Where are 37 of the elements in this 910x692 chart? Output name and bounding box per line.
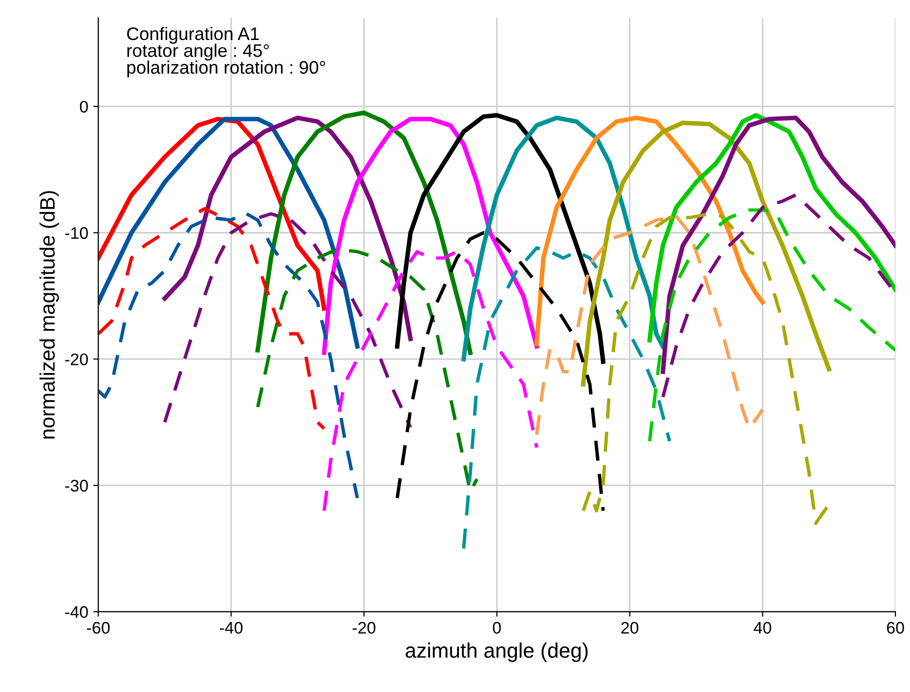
y-axis-title: normalized magnitude (dB) xyxy=(39,191,59,439)
x-tick-label: 20 xyxy=(621,622,638,634)
x-tick-label: 60 xyxy=(887,622,904,634)
line-series xyxy=(98,116,326,311)
line-series xyxy=(98,207,326,430)
line-series xyxy=(394,113,606,364)
line-series xyxy=(647,113,896,342)
annotation: Configuration A1 xyxy=(127,26,259,44)
line-series xyxy=(396,231,605,512)
line-series xyxy=(648,208,896,443)
line-series xyxy=(535,214,764,437)
line-series xyxy=(580,120,832,387)
x-tick-label: 40 xyxy=(754,622,772,634)
y-tick-label: -10 xyxy=(65,227,88,239)
line-series xyxy=(461,116,666,362)
line-series xyxy=(534,116,765,346)
y-tick-label: -20 xyxy=(65,353,88,366)
annotation: rotator angle : 45° xyxy=(127,44,269,61)
line-series xyxy=(255,110,473,355)
y-tick-label: 0 xyxy=(80,100,88,113)
annotation: polarization rotation : 90° xyxy=(127,60,326,78)
x-tick-label: 0 xyxy=(492,622,501,634)
line-series xyxy=(462,246,672,550)
line-series xyxy=(322,250,538,512)
x-axis-title: azimuth angle (deg) xyxy=(406,642,588,662)
line-series xyxy=(98,116,360,349)
x-tick-label: -60 xyxy=(86,622,110,634)
line-series xyxy=(322,116,539,355)
y-tick-label: -30 xyxy=(65,480,88,492)
y-tick-label: -40 xyxy=(65,606,88,618)
line-series xyxy=(98,210,360,500)
line-series xyxy=(660,116,896,374)
line-series xyxy=(163,212,412,429)
x-tick-label: -20 xyxy=(352,622,376,634)
line-series xyxy=(162,116,413,342)
line-series xyxy=(582,212,831,525)
x-tick-label: -40 xyxy=(220,622,243,634)
